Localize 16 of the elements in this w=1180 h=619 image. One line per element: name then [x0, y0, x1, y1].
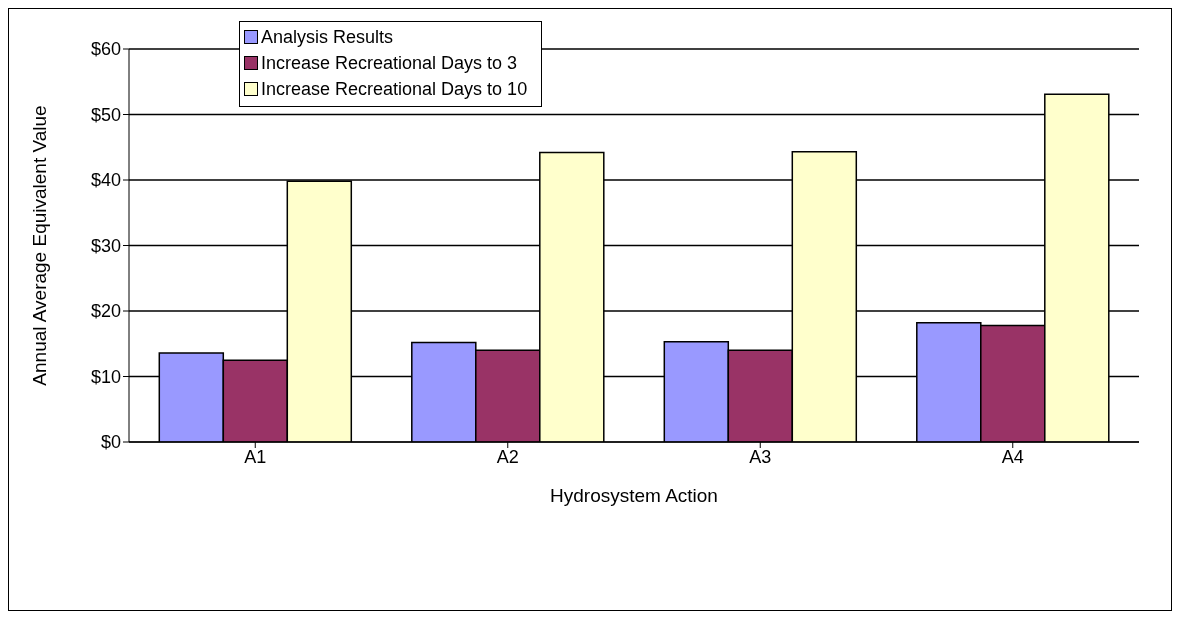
y-axis-title: Annual Average Equivalent Value — [28, 105, 50, 386]
x-tick-label: A2 — [496, 446, 519, 467]
x-tick-label: A3 — [749, 446, 772, 467]
y-tick-label: $50 — [90, 104, 121, 125]
y-tick-label: $60 — [90, 39, 121, 60]
x-tick-label: A1 — [244, 446, 267, 467]
y-tick-label: $10 — [90, 366, 121, 387]
y-tick-label: $30 — [90, 235, 121, 256]
legend-label: Analysis Results — [261, 26, 394, 49]
legend-label: Increase Recreational Days to 3 — [261, 52, 518, 75]
x-axis-title: Hydrosystem Action — [550, 485, 718, 506]
x-tick-label: A4 — [1001, 446, 1024, 467]
y-tick-label: $20 — [90, 301, 121, 322]
y-tick-label: $40 — [90, 170, 121, 191]
legend-label: Increase Recreational Days to 10 — [261, 78, 528, 101]
y-tick-label: $0 — [100, 432, 121, 453]
